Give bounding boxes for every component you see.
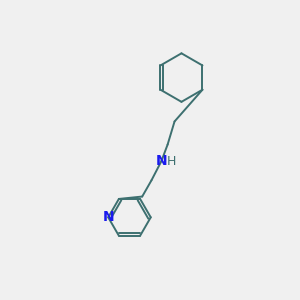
Text: N: N (156, 154, 167, 168)
Text: N: N (102, 210, 114, 224)
Text: H: H (167, 155, 176, 168)
